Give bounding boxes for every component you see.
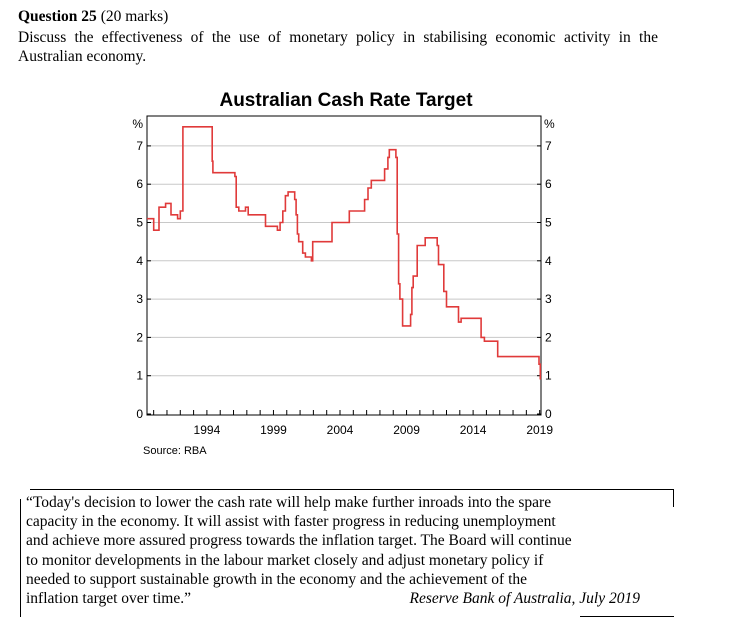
x-tick-label: 2009 — [393, 423, 420, 437]
x-tick-label: 1994 — [194, 423, 221, 437]
y-tick-label-left: 4 — [136, 254, 143, 268]
chart-ticks — [147, 146, 541, 415]
quote-border-left — [20, 499, 21, 617]
y-tick-label-left: 6 — [136, 177, 143, 191]
x-tick-label: 1999 — [260, 423, 287, 437]
x-tick-label: 2019 — [526, 423, 553, 437]
y-tick-label-left: 2 — [136, 330, 143, 344]
quote-line: needed to support sustainable growth in … — [26, 570, 670, 589]
quote-text: “Today's decision to lower the cash rate… — [26, 493, 670, 608]
y-tick-label-right: 1 — [545, 369, 552, 383]
cash-rate-chart: 0 0 1 1 2 2 3 3 4 4 5 5 6 6 7 7% % 1994 1999 2004 2009 2014 20… — [0, 0, 756, 470]
quote-line: to monitor developments in the labour ma… — [26, 551, 670, 570]
quote-border-right — [673, 489, 674, 507]
quote-line: “Today's decision to lower the cash rate… — [26, 493, 670, 512]
plot-frame — [147, 116, 541, 415]
y-unit-label-right: % — [544, 117, 555, 131]
quote-line: and achieve more assured progress toward… — [26, 531, 670, 550]
quote-border-top — [30, 489, 674, 490]
y-tick-label-right: 2 — [545, 330, 552, 344]
x-tick-label: 2004 — [327, 423, 354, 437]
x-tick-label: 2014 — [460, 423, 487, 437]
y-tick-label-left: 5 — [136, 216, 143, 230]
quote-attribution: Reserve Bank of Australia, July 2019 — [410, 589, 640, 608]
y-tick-label-left: 7 — [136, 139, 143, 153]
y-tick-label-left: 3 — [136, 292, 143, 306]
quote-border-bottom — [580, 616, 674, 617]
cash-rate-series-line — [147, 127, 540, 380]
quote-line: inflation target over time.” — [26, 590, 191, 607]
y-tick-label-right: 0 — [545, 407, 552, 421]
chart-source: Source: RBA — [143, 445, 207, 457]
y-tick-label-left: 0 — [136, 407, 143, 421]
y-unit-label-left: % — [132, 117, 143, 131]
quote-box: “Today's decision to lower the cash rate… — [20, 489, 674, 617]
y-tick-label-right: 6 — [545, 177, 552, 191]
y-tick-label-right: 7 — [545, 139, 552, 153]
y-tick-label-left: 1 — [136, 369, 143, 383]
y-tick-label-right: 4 — [545, 254, 552, 268]
chart-grid — [147, 146, 541, 376]
quote-line: capacity in the economy. It will assist … — [26, 512, 670, 531]
quote-line-last: inflation target over time.” Reserve Ban… — [26, 589, 670, 608]
chart-labels: 0 0 1 1 2 2 3 3 4 4 5 5 6 6 7 7% % 1994 1999 2004 2009 2014 20… — [132, 117, 555, 437]
y-tick-label-right: 3 — [545, 292, 552, 306]
y-tick-label-right: 5 — [545, 216, 552, 230]
